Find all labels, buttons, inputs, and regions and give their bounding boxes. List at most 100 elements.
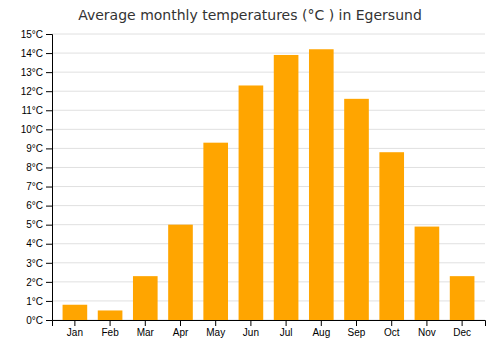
tick-label: 2°C (26, 277, 43, 288)
y-tick: 8°C (26, 162, 52, 173)
axis-line (53, 321, 486, 327)
tick-mark (46, 129, 52, 130)
tick-label: Nov (418, 327, 436, 338)
y-tick: 2°C (26, 277, 52, 288)
tick-label: Aug (312, 327, 330, 338)
tick-label: 10°C (21, 124, 43, 135)
tick-mark (46, 320, 52, 321)
tick-label: 3°C (26, 258, 43, 269)
tick-mark (286, 320, 287, 326)
tick-mark (391, 320, 392, 326)
tick-mark (46, 110, 52, 111)
tick-mark (46, 187, 52, 188)
tick-label: 13°C (21, 67, 43, 78)
y-tick: 10°C (21, 124, 52, 135)
grid-line (52, 224, 485, 225)
tick-label: Apr (173, 327, 189, 338)
grid-line (52, 72, 485, 73)
tick-mark (321, 320, 322, 326)
x-tick: Jun (243, 320, 259, 338)
tick-mark (145, 320, 146, 326)
y-tick: 4°C (26, 238, 52, 249)
grid-line (52, 110, 485, 111)
grid-line (52, 34, 485, 35)
grid-line (52, 53, 485, 54)
tick-mark (46, 34, 52, 35)
grid-line (52, 205, 485, 206)
tick-mark (46, 53, 52, 54)
tick-label: Feb (101, 327, 119, 338)
tick-label: Oct (384, 327, 400, 338)
tick-label: Jul (280, 327, 293, 338)
x-tick: Nov (418, 320, 436, 338)
tick-mark (215, 320, 216, 326)
tick-mark (250, 320, 251, 326)
tick-label: 12°C (21, 86, 43, 97)
x-tick: Mar (137, 320, 155, 338)
x-tick: Oct (384, 320, 400, 338)
grid-line (52, 167, 485, 168)
x-tick: Dec (453, 320, 471, 338)
x-tick: Feb (101, 320, 119, 338)
tick-mark (46, 148, 52, 149)
x-tick: Jul (280, 320, 293, 338)
tick-mark (46, 206, 52, 207)
tick-label: Jun (243, 327, 259, 338)
bar (98, 310, 123, 320)
y-tick: 5°C (26, 219, 52, 230)
tick-mark (356, 320, 357, 326)
tick-mark (426, 320, 427, 326)
y-tick: 1°C (26, 296, 52, 307)
tick-label: 9°C (26, 143, 43, 154)
tick-mark (180, 320, 181, 326)
y-tick: 6°C (26, 200, 52, 211)
x-tick: May (206, 320, 225, 338)
y-tick: 0°C (26, 315, 52, 326)
tick-label: 4°C (26, 238, 43, 249)
tick-label: 11°C (21, 105, 43, 116)
bar (133, 276, 158, 320)
tick-mark (46, 244, 52, 245)
tick-mark (46, 282, 52, 283)
tick-mark (46, 91, 52, 92)
y-tick: 13°C (21, 67, 52, 78)
chart: Average monthly temperatures (°C ) in Eg… (0, 0, 500, 350)
grid-line (52, 148, 485, 149)
tick-label: 0°C (26, 315, 43, 326)
grid-line (52, 91, 485, 92)
bar (344, 99, 369, 320)
tick-mark (462, 320, 463, 326)
tick-mark (46, 301, 52, 302)
y-tick: 7°C (26, 181, 52, 192)
y-tick: 14°C (21, 48, 52, 59)
bar (203, 143, 228, 320)
bar (415, 227, 440, 320)
tick-label: Jan (67, 327, 83, 338)
bar (168, 225, 193, 320)
tick-label: 8°C (26, 162, 43, 173)
x-tick: Aug (312, 320, 330, 338)
tick-label: May (206, 327, 225, 338)
x-axis: Jan Feb Mar Apr May Jun Jul Aug Sep Oct Nov Dec (53, 320, 486, 338)
bars (63, 49, 475, 320)
tick-label: Sep (348, 327, 366, 338)
title: Average monthly temperatures (°C ) in Eg… (78, 7, 422, 23)
bar (379, 152, 404, 320)
y-axis: 0°C 1°C 2°C 3°C 4°C 5°C 6°C 7°C 8°C 9°C 10°C 11°C 12… (21, 29, 53, 326)
bar (450, 276, 475, 320)
tick-label: Dec (453, 327, 471, 338)
y-tick: 12°C (21, 86, 52, 97)
y-tick: 3°C (26, 258, 52, 269)
tick-label: 6°C (26, 200, 43, 211)
tick-label: 7°C (26, 181, 43, 192)
bar (63, 305, 88, 320)
grid (52, 34, 485, 320)
y-tick: 15°C (21, 29, 52, 40)
tick-mark (46, 225, 52, 226)
bar (239, 85, 264, 320)
tick-label: Mar (137, 327, 155, 338)
x-tick: Sep (348, 320, 366, 338)
grid-line (52, 186, 485, 187)
tick-label: 1°C (26, 296, 43, 307)
tick-label: 15°C (21, 29, 43, 40)
